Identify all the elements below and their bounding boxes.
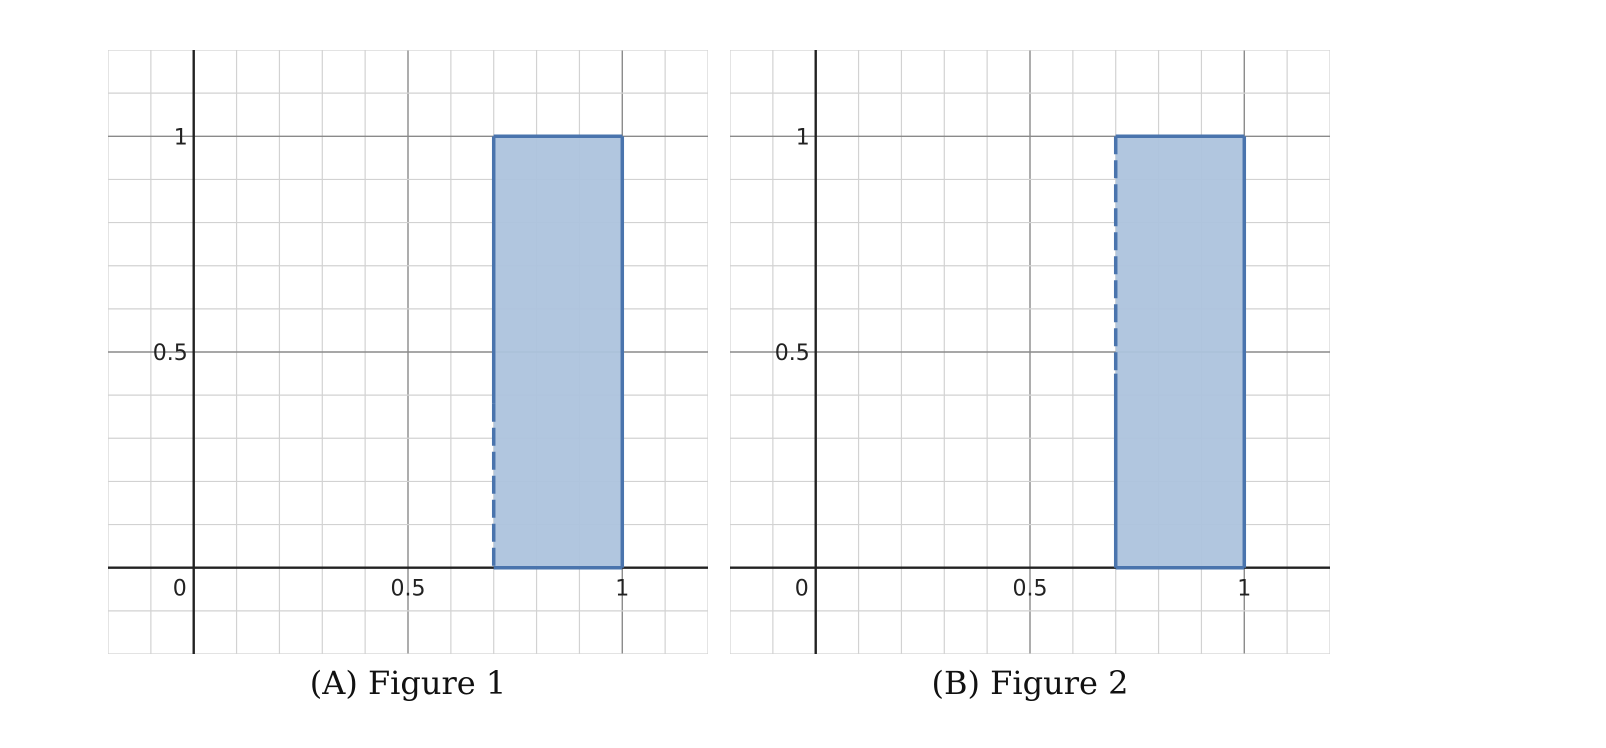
- figure-a-caption-text: Figure 1: [367, 664, 507, 702]
- figure-b-x-tick-label: 1: [1237, 577, 1251, 602]
- figure-b-x-tick-label: 0: [795, 577, 809, 602]
- figure-b-x-tick-label: 0.5: [1013, 577, 1048, 602]
- figure-a-panel-label: (A): [309, 664, 358, 702]
- figure-a-caption: (A) Figure 1: [108, 664, 708, 702]
- figure-b-caption-text: Figure 2: [990, 664, 1129, 702]
- figure-b-y-tick-label: 0.5: [775, 341, 810, 366]
- figure-a-x-tick-label: 1: [615, 577, 629, 602]
- figure-a-region-fill: [493, 136, 623, 568]
- figure-a-x-tick-label: 0.5: [391, 577, 426, 602]
- figure-b-y-tick-label: 1: [796, 125, 810, 150]
- figure-a-chart: 0 0.5 1 0.5 1: [108, 50, 708, 654]
- figure-b-caption: (B) Figure 2: [730, 664, 1330, 702]
- figure-a-x-tick-label: 0: [173, 577, 187, 602]
- figure-a-y-tick-label: 0.5: [153, 341, 188, 366]
- figure-b-panel-label: (B): [931, 664, 980, 702]
- figure-b-region-fill: [1115, 136, 1245, 568]
- figure-a-y-tick-label: 1: [174, 125, 188, 150]
- figure-b-chart: 0 0.5 1 0.5 1: [730, 50, 1330, 654]
